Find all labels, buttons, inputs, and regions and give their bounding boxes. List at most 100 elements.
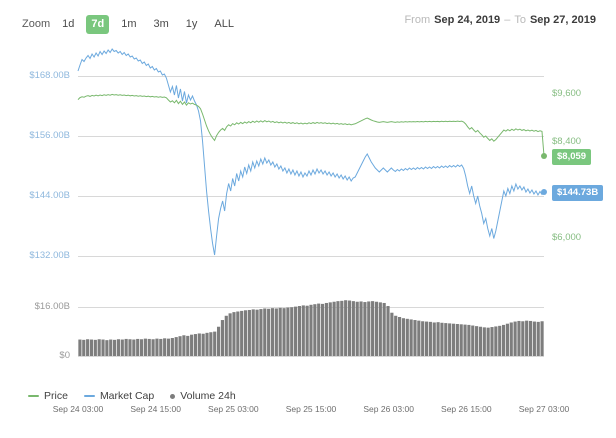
volume-bar xyxy=(536,321,540,356)
volume-bar xyxy=(228,313,232,356)
volume-bar xyxy=(93,339,97,356)
range-to-label: To xyxy=(514,14,526,26)
price-gridlines xyxy=(78,46,544,286)
volume-bar xyxy=(255,309,259,356)
volume-bar xyxy=(151,339,155,356)
volume-bar xyxy=(409,319,413,356)
volume-bar xyxy=(394,315,398,356)
legend-label-price: Price xyxy=(44,390,68,402)
volume-bar xyxy=(432,322,436,356)
volume-bar xyxy=(267,308,271,356)
x-axis-ticks: Sep 24 03:00 Sep 24 15:00 Sep 25 03:00 Sep … xyxy=(53,404,570,420)
volume-bar xyxy=(386,306,390,356)
gridline xyxy=(78,136,544,137)
volume-bar xyxy=(247,309,251,356)
legend-label-volume: Volume 24h xyxy=(180,390,236,402)
volume-bar xyxy=(486,327,490,356)
volume-bar xyxy=(313,304,317,356)
volume-bar xyxy=(344,300,348,356)
zoom-button-1m[interactable]: 1m xyxy=(121,17,137,30)
volume-bar xyxy=(363,302,367,356)
legend-item-volume[interactable]: Volume 24h xyxy=(170,390,236,402)
volume-bar xyxy=(190,334,194,356)
volume-bar xyxy=(282,308,286,356)
volume-bar xyxy=(440,322,444,356)
volume-bar xyxy=(251,309,255,356)
x-axis-tick: Sep 25 03:00 xyxy=(208,404,259,414)
volume-bar xyxy=(232,312,236,356)
volume-bar xyxy=(186,335,190,356)
volume-axis-tick: $0 xyxy=(59,350,70,361)
range-dash: – xyxy=(504,14,511,26)
legend-item-market-cap[interactable]: Market Cap xyxy=(83,390,154,402)
volume-bars xyxy=(78,300,544,356)
chart-legend: Price Market Cap Volume 24h xyxy=(28,390,236,402)
chart-toolbar: Zoom 1d 7d 1m 3m 1y ALL From Sep 24, 201… xyxy=(0,12,616,38)
volume-bar xyxy=(417,320,421,356)
volume-bar xyxy=(351,301,355,356)
zoom-label: Zoom xyxy=(22,18,51,30)
volume-bar xyxy=(374,301,379,356)
volume-bar xyxy=(147,338,151,356)
volume-bar xyxy=(455,324,459,356)
volume-bar xyxy=(309,304,313,356)
volume-bar xyxy=(270,308,275,356)
volume-bar xyxy=(274,308,278,356)
volume-bar xyxy=(467,324,471,356)
zoom-button-1d[interactable]: 1d xyxy=(62,17,75,30)
volume-bar xyxy=(463,324,467,356)
range-to-value[interactable]: Sep 27, 2019 xyxy=(529,14,596,26)
gridline xyxy=(78,256,544,257)
volume-gridline xyxy=(78,356,544,357)
volume-bar xyxy=(97,339,101,356)
zoom-button-all[interactable]: ALL xyxy=(214,17,234,30)
volume-bar xyxy=(513,321,517,356)
volume-bar xyxy=(243,310,248,356)
zoom-range-group: Zoom 1d 7d 1m 3m 1y ALL xyxy=(22,12,239,36)
volume-bar xyxy=(355,301,359,356)
volume-bar xyxy=(109,339,113,356)
volume-bar xyxy=(193,334,198,356)
volume-bar xyxy=(139,339,144,356)
volume-bar xyxy=(367,301,371,356)
volume-bar xyxy=(224,315,228,356)
volume-bar xyxy=(294,306,298,356)
volume-bar xyxy=(482,327,486,356)
volume-bar xyxy=(517,320,521,356)
volume-bar xyxy=(424,321,429,356)
volume-bar xyxy=(178,336,182,356)
volume-bar xyxy=(236,311,240,356)
volume-bar xyxy=(505,323,509,356)
volume-bar xyxy=(521,321,525,356)
series-line-price xyxy=(78,94,544,155)
volume-bar xyxy=(209,332,213,356)
zoom-button-1y[interactable]: 1y xyxy=(185,17,198,30)
volume-bar xyxy=(263,308,267,356)
x-axis-tick: Sep 24 15:00 xyxy=(130,404,181,414)
range-from-label: From xyxy=(404,14,431,26)
volume-bar xyxy=(317,303,321,356)
legend-dot-volume-icon xyxy=(170,393,176,399)
zoom-button-7d[interactable]: 7d xyxy=(86,14,110,34)
range-from-value[interactable]: Sep 24, 2019 xyxy=(434,14,501,26)
volume-bar xyxy=(101,339,105,356)
price-marketcap-lines xyxy=(78,46,544,286)
volume-bar xyxy=(143,338,147,356)
zoom-button-3m[interactable]: 3m xyxy=(153,17,169,30)
volume-bar xyxy=(86,339,90,356)
volume-bar xyxy=(213,331,217,356)
volume-bar xyxy=(478,326,483,356)
right-axis-price: $6,000 $8,400 $9,600 xyxy=(544,46,616,286)
volume-axis: $0 $16.00B xyxy=(0,292,78,361)
volume-bar xyxy=(540,321,544,356)
volume-bar xyxy=(336,301,340,356)
legend-line-market-cap-icon xyxy=(83,395,95,397)
legend-item-price[interactable]: Price xyxy=(28,390,68,402)
volume-bar xyxy=(413,320,417,356)
volume-bar xyxy=(290,307,294,356)
left-axis-tick: $144.00B xyxy=(29,190,70,201)
volume-bar xyxy=(471,325,475,356)
volume-bar xyxy=(532,321,536,356)
volume-bar xyxy=(405,318,409,356)
volume-bar xyxy=(216,326,221,356)
